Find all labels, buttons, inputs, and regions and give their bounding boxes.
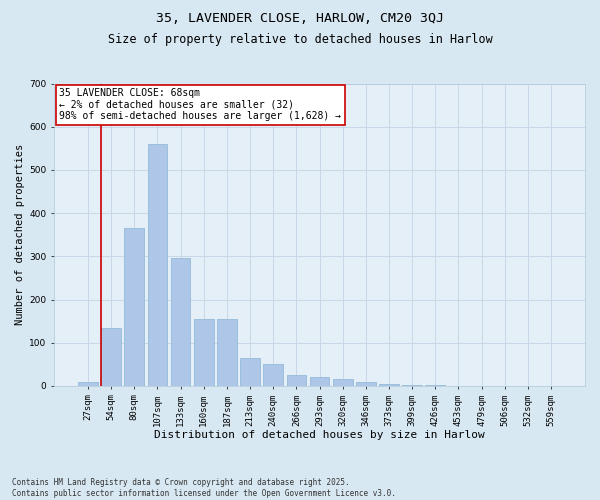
Y-axis label: Number of detached properties: Number of detached properties — [15, 144, 25, 326]
Bar — [148, 144, 167, 386]
Bar — [217, 319, 237, 386]
Text: 35 LAVENDER CLOSE: 68sqm
← 2% of detached houses are smaller (32)
98% of semi-de: 35 LAVENDER CLOSE: 68sqm ← 2% of detache… — [59, 88, 341, 121]
Bar — [379, 384, 399, 386]
Bar — [124, 228, 144, 386]
X-axis label: Distribution of detached houses by size in Harlow: Distribution of detached houses by size … — [154, 430, 485, 440]
Text: 35, LAVENDER CLOSE, HARLOW, CM20 3QJ: 35, LAVENDER CLOSE, HARLOW, CM20 3QJ — [156, 12, 444, 26]
Text: Contains HM Land Registry data © Crown copyright and database right 2025.
Contai: Contains HM Land Registry data © Crown c… — [12, 478, 396, 498]
Bar — [78, 382, 98, 386]
Bar — [263, 364, 283, 386]
Bar — [194, 319, 214, 386]
Bar — [287, 375, 306, 386]
Bar — [240, 358, 260, 386]
Bar — [425, 385, 445, 386]
Bar — [101, 328, 121, 386]
Bar — [171, 258, 190, 386]
Bar — [333, 380, 353, 386]
Bar — [402, 384, 422, 386]
Bar — [310, 378, 329, 386]
Bar — [356, 382, 376, 386]
Text: Size of property relative to detached houses in Harlow: Size of property relative to detached ho… — [107, 32, 493, 46]
